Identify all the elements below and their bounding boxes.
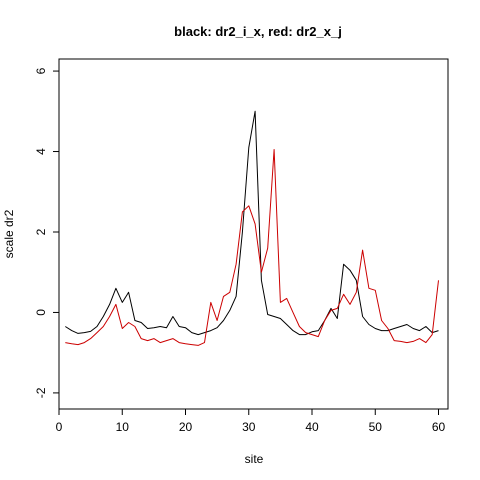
series-line-1 bbox=[65, 110, 439, 336]
series-layer bbox=[65, 110, 439, 346]
chart-title: black: dr2_i_x, red: dr2_x_j bbox=[174, 24, 342, 39]
y-tick-label: 6 bbox=[34, 67, 48, 74]
x-tick-label: 20 bbox=[179, 420, 193, 434]
x-tick-label: 0 bbox=[56, 420, 63, 434]
series-line-2 bbox=[65, 149, 439, 346]
y-axis-label: scale dr2 bbox=[2, 209, 16, 258]
y-tick-label: -2 bbox=[34, 387, 48, 398]
y-tick-label: 0 bbox=[34, 309, 48, 316]
x-tick-label: 50 bbox=[369, 420, 383, 434]
y-axis: -2 0 2 4 6 bbox=[34, 67, 59, 398]
x-axis-label: site bbox=[245, 452, 264, 466]
y-tick-label: 4 bbox=[34, 148, 48, 155]
x-axis: 0 10 20 30 40 50 60 bbox=[56, 409, 446, 434]
x-tick-label: 40 bbox=[305, 420, 319, 434]
x-tick-label: 60 bbox=[432, 420, 446, 434]
x-tick-label: 30 bbox=[242, 420, 256, 434]
x-tick-label: 10 bbox=[116, 420, 130, 434]
y-tick-label: 2 bbox=[34, 228, 48, 235]
plot-frame bbox=[58, 58, 449, 410]
